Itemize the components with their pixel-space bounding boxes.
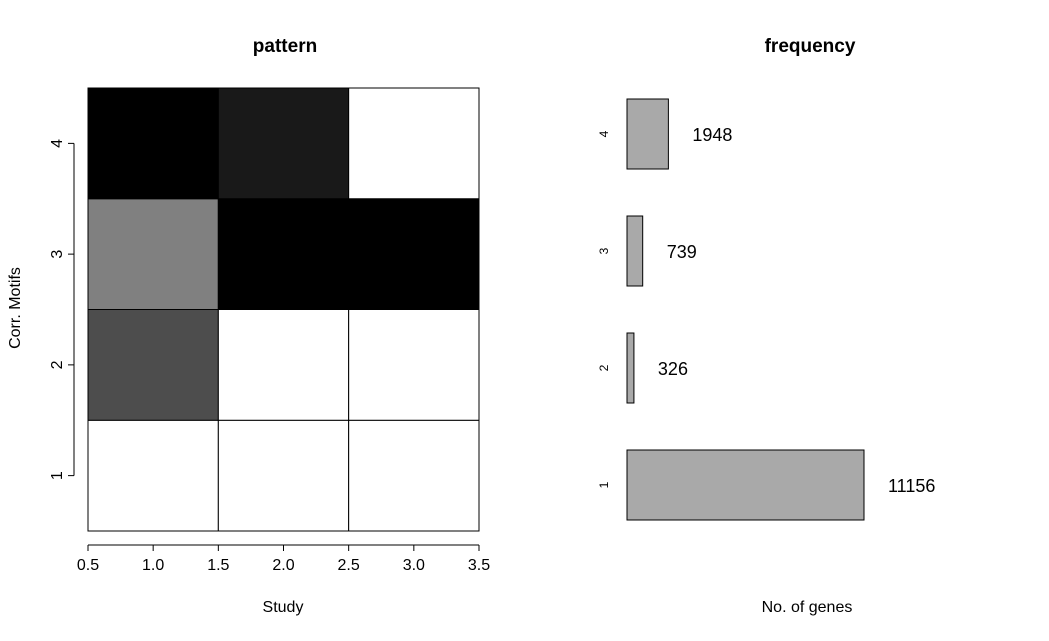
heatmap-y-tick-label: 1 bbox=[49, 471, 66, 480]
heatmap-cells bbox=[87, 87, 480, 532]
frequency-category-label: 3 bbox=[597, 247, 611, 254]
heatmap-cell bbox=[87, 309, 219, 421]
heatmap-x-axis: 0.5 1.0 1.5 2.0 2.5 3.0 3.5 bbox=[77, 544, 490, 574]
heatmap-cell bbox=[348, 87, 480, 200]
frequency-bar bbox=[626, 98, 669, 170]
heatmap-x-tick-label: 1.5 bbox=[207, 557, 229, 574]
frequency-category-label: 4 bbox=[597, 130, 611, 137]
heatmap-cell bbox=[348, 309, 480, 421]
heatmap-cell bbox=[87, 87, 219, 200]
heatmap-y-label: Corr. Motifs bbox=[7, 267, 24, 349]
frequency-title: frequency bbox=[765, 36, 856, 57]
heatmap-cell bbox=[217, 419, 350, 532]
frequency-data-label: 11156 bbox=[888, 476, 935, 496]
frequency-bar bbox=[626, 449, 865, 521]
heatmap-y-tick-label: 4 bbox=[49, 139, 66, 148]
heatmap-cell bbox=[87, 198, 219, 310]
heatmap-cell bbox=[217, 87, 350, 200]
heatmap-panel: pattern 0.5 1.0 1.5 2.0 2.5 3.0 3.5 1 2 3 4 Study… bbox=[7, 36, 490, 616]
heatmap-x-tick-label: 2.5 bbox=[338, 557, 360, 574]
frequency-bars: 11156 1 326 2 739 3 1948 4 bbox=[597, 98, 935, 521]
frequency-bar bbox=[626, 215, 644, 287]
heatmap-x-tick-label: 1.0 bbox=[142, 557, 164, 574]
frequency-panel: frequency 11156 1 326 2 739 3 1948 4 No. of gen… bbox=[597, 36, 935, 616]
heatmap-y-axis: 1 2 3 4 bbox=[49, 139, 75, 480]
heatmap-x-tick-label: 2.0 bbox=[272, 557, 294, 574]
heatmap-y-tick-label: 2 bbox=[49, 360, 66, 369]
heatmap-cell bbox=[217, 198, 350, 310]
heatmap-cell bbox=[348, 419, 480, 532]
frequency-x-label: No. of genes bbox=[762, 599, 853, 616]
frequency-data-label: 739 bbox=[667, 242, 697, 262]
heatmap-cell bbox=[87, 419, 219, 532]
heatmap-x-tick-label: 3.5 bbox=[468, 557, 490, 574]
heatmap-cell bbox=[217, 309, 350, 421]
heatmap-y-tick-label: 3 bbox=[49, 250, 66, 259]
heatmap-title: pattern bbox=[253, 36, 317, 57]
frequency-bar bbox=[626, 332, 635, 404]
heatmap-cell bbox=[348, 198, 480, 310]
heatmap-x-tick-label: 0.5 bbox=[77, 557, 99, 574]
frequency-category-label: 2 bbox=[597, 364, 611, 371]
frequency-data-label: 1948 bbox=[692, 125, 732, 145]
heatmap-x-label: Study bbox=[263, 599, 304, 616]
heatmap-x-tick-label: 3.0 bbox=[403, 557, 425, 574]
frequency-data-label: 326 bbox=[658, 359, 688, 379]
frequency-category-label: 1 bbox=[597, 481, 611, 488]
